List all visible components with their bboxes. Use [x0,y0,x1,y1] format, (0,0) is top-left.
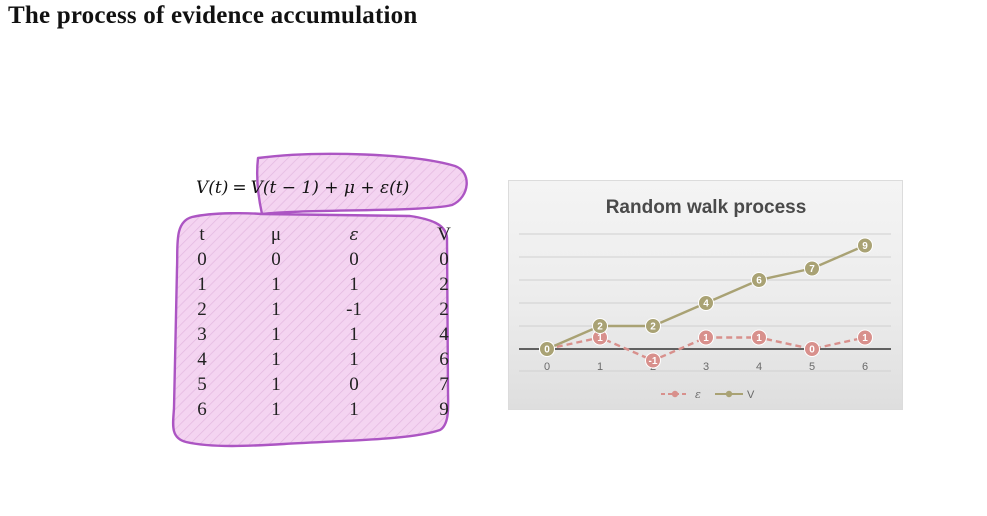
formula-rhs: V(t − 1) + μ + ε(t) [250,178,410,198]
epsilon-data-label: 1 [862,333,868,344]
cell-mu: 0 [271,248,281,270]
v-data-label: 0 [544,345,550,356]
cell-epsilon: 1 [349,323,359,345]
cell-v: 4 [439,323,449,345]
v-point [857,237,873,254]
chart-title: Random walk process [606,197,807,218]
formula-lhs: V(t) [196,178,229,198]
evidence-table: t μ ε V 0 0 0 0 1 1 1 2 2 1 -1 2 3 1 1 4 4 1 1 6 5 1 0 7 6… [180,222,508,422]
epsilon-point [698,329,714,346]
table-row: 4 1 1 6 [180,347,508,372]
slide-title: The process of evidence accumulation [8,2,418,29]
table-row: 6 1 1 9 [180,397,508,422]
v-point [592,318,608,334]
x-tick-label: 5 [809,361,815,373]
v-data-label: 6 [756,276,762,287]
cell-epsilon: 1 [349,273,359,295]
table-row: 1 1 1 2 [180,272,508,297]
legend-v-marker [725,390,733,398]
epsilon-data-label: 0 [809,345,815,356]
v-data-label: 4 [703,299,709,310]
epsilon-point [645,352,661,369]
cell-v: 0 [439,248,449,270]
formula: V(t) = V(t − 1) + μ + ε(t) [196,178,409,198]
cell-t: 1 [197,273,207,295]
cell-mu: 1 [271,398,281,420]
x-tick-label: 4 [756,361,762,373]
table-header-row: t μ ε V [180,222,508,247]
cell-v: 7 [439,373,449,395]
v-point [645,318,661,334]
v-point [698,295,714,311]
cell-epsilon: 1 [349,398,359,420]
header-epsilon: ε [349,224,359,245]
cell-epsilon: 1 [349,348,359,370]
epsilon-data-label: -1 [649,356,658,367]
header-t: t [199,223,205,245]
cell-epsilon: 0 [349,373,359,395]
epsilon-point [804,341,820,357]
epsilon-data-label: 1 [703,333,709,344]
x-tick-label: 0 [544,361,550,373]
cell-t: 5 [197,373,207,395]
table-row: 2 1 -1 2 [180,297,508,322]
epsilon-point [751,329,767,346]
header-mu: μ [270,223,282,245]
cell-mu: 1 [271,273,281,295]
x-tick-label: 3 [703,361,709,373]
cell-mu: 1 [271,348,281,370]
cell-t: 3 [197,323,207,345]
table-row: 3 1 1 4 [180,322,508,347]
grid-lines [519,233,891,372]
table-row: 0 0 0 0 [180,247,508,272]
table-row: 5 1 0 7 [180,372,508,397]
cell-mu: 1 [271,373,281,395]
cell-epsilon: 0 [349,248,359,270]
epsilon-data-label: 1 [756,333,762,344]
legend-epsilon-marker [671,390,679,398]
v-point [751,272,767,288]
legend-v-label: V [747,389,755,401]
cell-mu: 1 [271,298,281,320]
cell-t: 0 [197,248,207,270]
cell-v: 9 [439,398,449,420]
legend-epsilon-label: ε [695,388,701,401]
cell-t: 2 [197,298,207,320]
cell-v: 6 [439,348,449,370]
epsilon-data-label: 1 [597,333,603,344]
highlight-outline [171,152,468,448]
v-point [804,260,820,277]
v-data-label: 9 [862,241,868,252]
epsilon-point [857,329,873,346]
cell-epsilon: -1 [346,298,362,320]
cell-mu: 1 [271,323,281,345]
cell-v: 2 [439,298,449,320]
cell-v: 2 [439,273,449,295]
x-tick-label: 6 [862,361,868,373]
v-data-label: 2 [597,322,603,333]
v-point [539,341,555,357]
v-data-label: 7 [809,264,815,275]
formula-equals: = [232,178,247,198]
v-data-label: 2 [650,322,656,333]
header-v: V [437,223,451,245]
cell-t: 4 [197,348,207,370]
series-v: 0 2 2 4 6 7 9 [539,237,873,357]
cell-t: 6 [197,398,207,420]
x-tick-label: 1 [597,361,603,373]
